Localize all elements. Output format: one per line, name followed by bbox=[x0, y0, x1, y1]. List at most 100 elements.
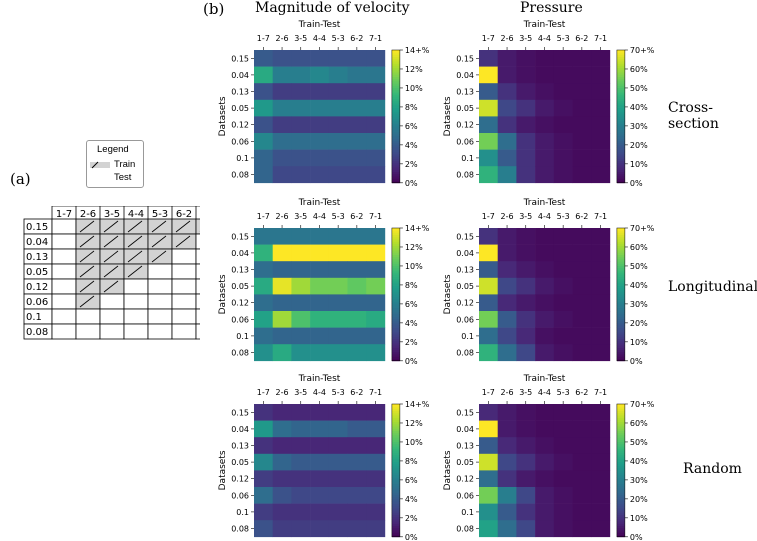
colorbar-segment bbox=[616, 138, 625, 142]
colorbar-segment bbox=[616, 256, 625, 260]
legend-train-hatch bbox=[91, 161, 99, 169]
heatmap-cell bbox=[516, 520, 536, 538]
colorbar-segment bbox=[391, 349, 400, 353]
colorbar-segment bbox=[616, 412, 625, 416]
heatmap-cell bbox=[553, 50, 573, 67]
x-tick-label: 3-5 bbox=[519, 34, 532, 43]
grid-train-cell bbox=[147, 248, 173, 265]
grid-column-label: 4-4 bbox=[128, 209, 144, 220]
heatmap-cell bbox=[366, 228, 386, 245]
colorbar-segment bbox=[616, 67, 625, 71]
colorbar-segment bbox=[616, 481, 625, 485]
y-tick-label: 0.04 bbox=[456, 71, 474, 80]
heatmap-cell bbox=[535, 99, 555, 117]
heatmap-cell bbox=[497, 66, 517, 84]
colorbar-segment bbox=[391, 247, 400, 251]
y-tick-label: 0.05 bbox=[231, 458, 249, 467]
colorbar-segment bbox=[391, 230, 400, 233]
colorbar-segment bbox=[616, 320, 625, 324]
x-tick-label: 5-3 bbox=[557, 212, 570, 221]
grid-hatch bbox=[79, 220, 95, 233]
colorbar-segment bbox=[616, 140, 625, 144]
colorbar-segment bbox=[616, 162, 625, 166]
y-tick-label: 0.15 bbox=[231, 408, 249, 417]
colorbar-tick-label: 20% bbox=[630, 141, 648, 150]
heatmap-cell bbox=[254, 133, 273, 150]
heatmap-cell bbox=[347, 327, 367, 345]
heatmap-cell bbox=[497, 487, 517, 504]
heatmap-cell bbox=[535, 228, 555, 245]
heatmap-cell bbox=[328, 166, 348, 184]
colorbar-tick-label: 4% bbox=[405, 141, 418, 150]
heatmap-cell bbox=[272, 277, 292, 295]
heatmap-cell bbox=[553, 228, 573, 245]
heatmap-cell bbox=[347, 453, 367, 471]
heatmap-cell bbox=[272, 520, 292, 538]
colorbar-segment bbox=[391, 454, 400, 458]
colorbar-segment bbox=[391, 483, 400, 487]
colorbar-segment bbox=[391, 165, 400, 168]
heatmap-cell bbox=[591, 344, 611, 362]
heatmap-cell bbox=[310, 420, 330, 438]
colorbar-segment bbox=[616, 125, 625, 128]
heatmap-cell bbox=[254, 420, 273, 438]
heatmap-cell bbox=[272, 166, 292, 184]
colorbar-segment bbox=[616, 318, 625, 322]
colorbar-segment bbox=[391, 477, 400, 480]
colorbar-segment bbox=[391, 239, 400, 242]
colorbar-segment bbox=[391, 61, 400, 64]
heatmap-cell bbox=[310, 116, 330, 134]
heatmap-cell bbox=[479, 50, 498, 67]
y-tick-label: 0.12 bbox=[231, 299, 249, 308]
colorbar-segment bbox=[391, 160, 400, 164]
colorbar-frame bbox=[616, 227, 626, 362]
x-tick-label: 6-2 bbox=[575, 34, 588, 43]
heatmap-cell bbox=[366, 470, 386, 488]
colorbar-segment bbox=[616, 76, 625, 80]
y-axis-label: Datasets bbox=[218, 450, 228, 490]
y-tick-label: 0.12 bbox=[231, 121, 249, 130]
colorbar-segment bbox=[616, 89, 625, 93]
heatmap-cell bbox=[479, 311, 498, 328]
colorbar-segment bbox=[391, 419, 400, 423]
colorbar-tick-label: 14+% bbox=[405, 400, 430, 409]
colorbar-segment bbox=[391, 94, 400, 97]
colorbar-segment bbox=[616, 239, 625, 242]
colorbar-segment bbox=[391, 65, 400, 69]
heatmap-cell bbox=[347, 133, 367, 150]
x-tick-label: 5-3 bbox=[557, 388, 570, 397]
heatmap-cell bbox=[328, 344, 348, 362]
heatmap-cell bbox=[272, 294, 292, 312]
heatmap-cell bbox=[479, 437, 498, 455]
colorbar-tick-label: 12% bbox=[405, 243, 423, 252]
y-axis-label: Datasets bbox=[218, 96, 228, 136]
heatmap-cell bbox=[516, 149, 536, 167]
colorbar-segment bbox=[391, 499, 400, 502]
heatmap-cell bbox=[347, 503, 367, 521]
colorbar-segment bbox=[616, 54, 625, 58]
y-axis-label: Datasets bbox=[443, 450, 453, 490]
colorbar-tick-label: 0% bbox=[405, 357, 418, 364]
heatmap-cell bbox=[591, 261, 611, 279]
heatmap-cell bbox=[291, 311, 311, 328]
colorbar-segment bbox=[391, 472, 400, 476]
heatmap-cell bbox=[347, 83, 367, 101]
colorbar-segment bbox=[616, 459, 625, 462]
heatmap-cell bbox=[272, 228, 292, 245]
colorbar-frame bbox=[391, 49, 401, 184]
colorbar-tick-label: 0% bbox=[630, 179, 643, 186]
y-tick-label: 0.1 bbox=[461, 332, 474, 341]
y-tick-label: 0.04 bbox=[456, 425, 474, 434]
colorbar-tick-label: 4% bbox=[405, 495, 418, 504]
colorbar-segment bbox=[391, 510, 400, 513]
y-axis-label: Datasets bbox=[443, 96, 453, 136]
colorbar-segment bbox=[616, 61, 625, 64]
colorbar-segment bbox=[616, 327, 625, 331]
heatmap-cell bbox=[516, 294, 536, 312]
heatmap-cell bbox=[366, 133, 386, 150]
colorbar-segment bbox=[391, 232, 400, 236]
colorbar-tick-label: 20% bbox=[630, 495, 648, 504]
colorbar-segment bbox=[616, 351, 625, 355]
heatmap-cell bbox=[591, 453, 611, 471]
colorbar-segment bbox=[391, 437, 400, 440]
